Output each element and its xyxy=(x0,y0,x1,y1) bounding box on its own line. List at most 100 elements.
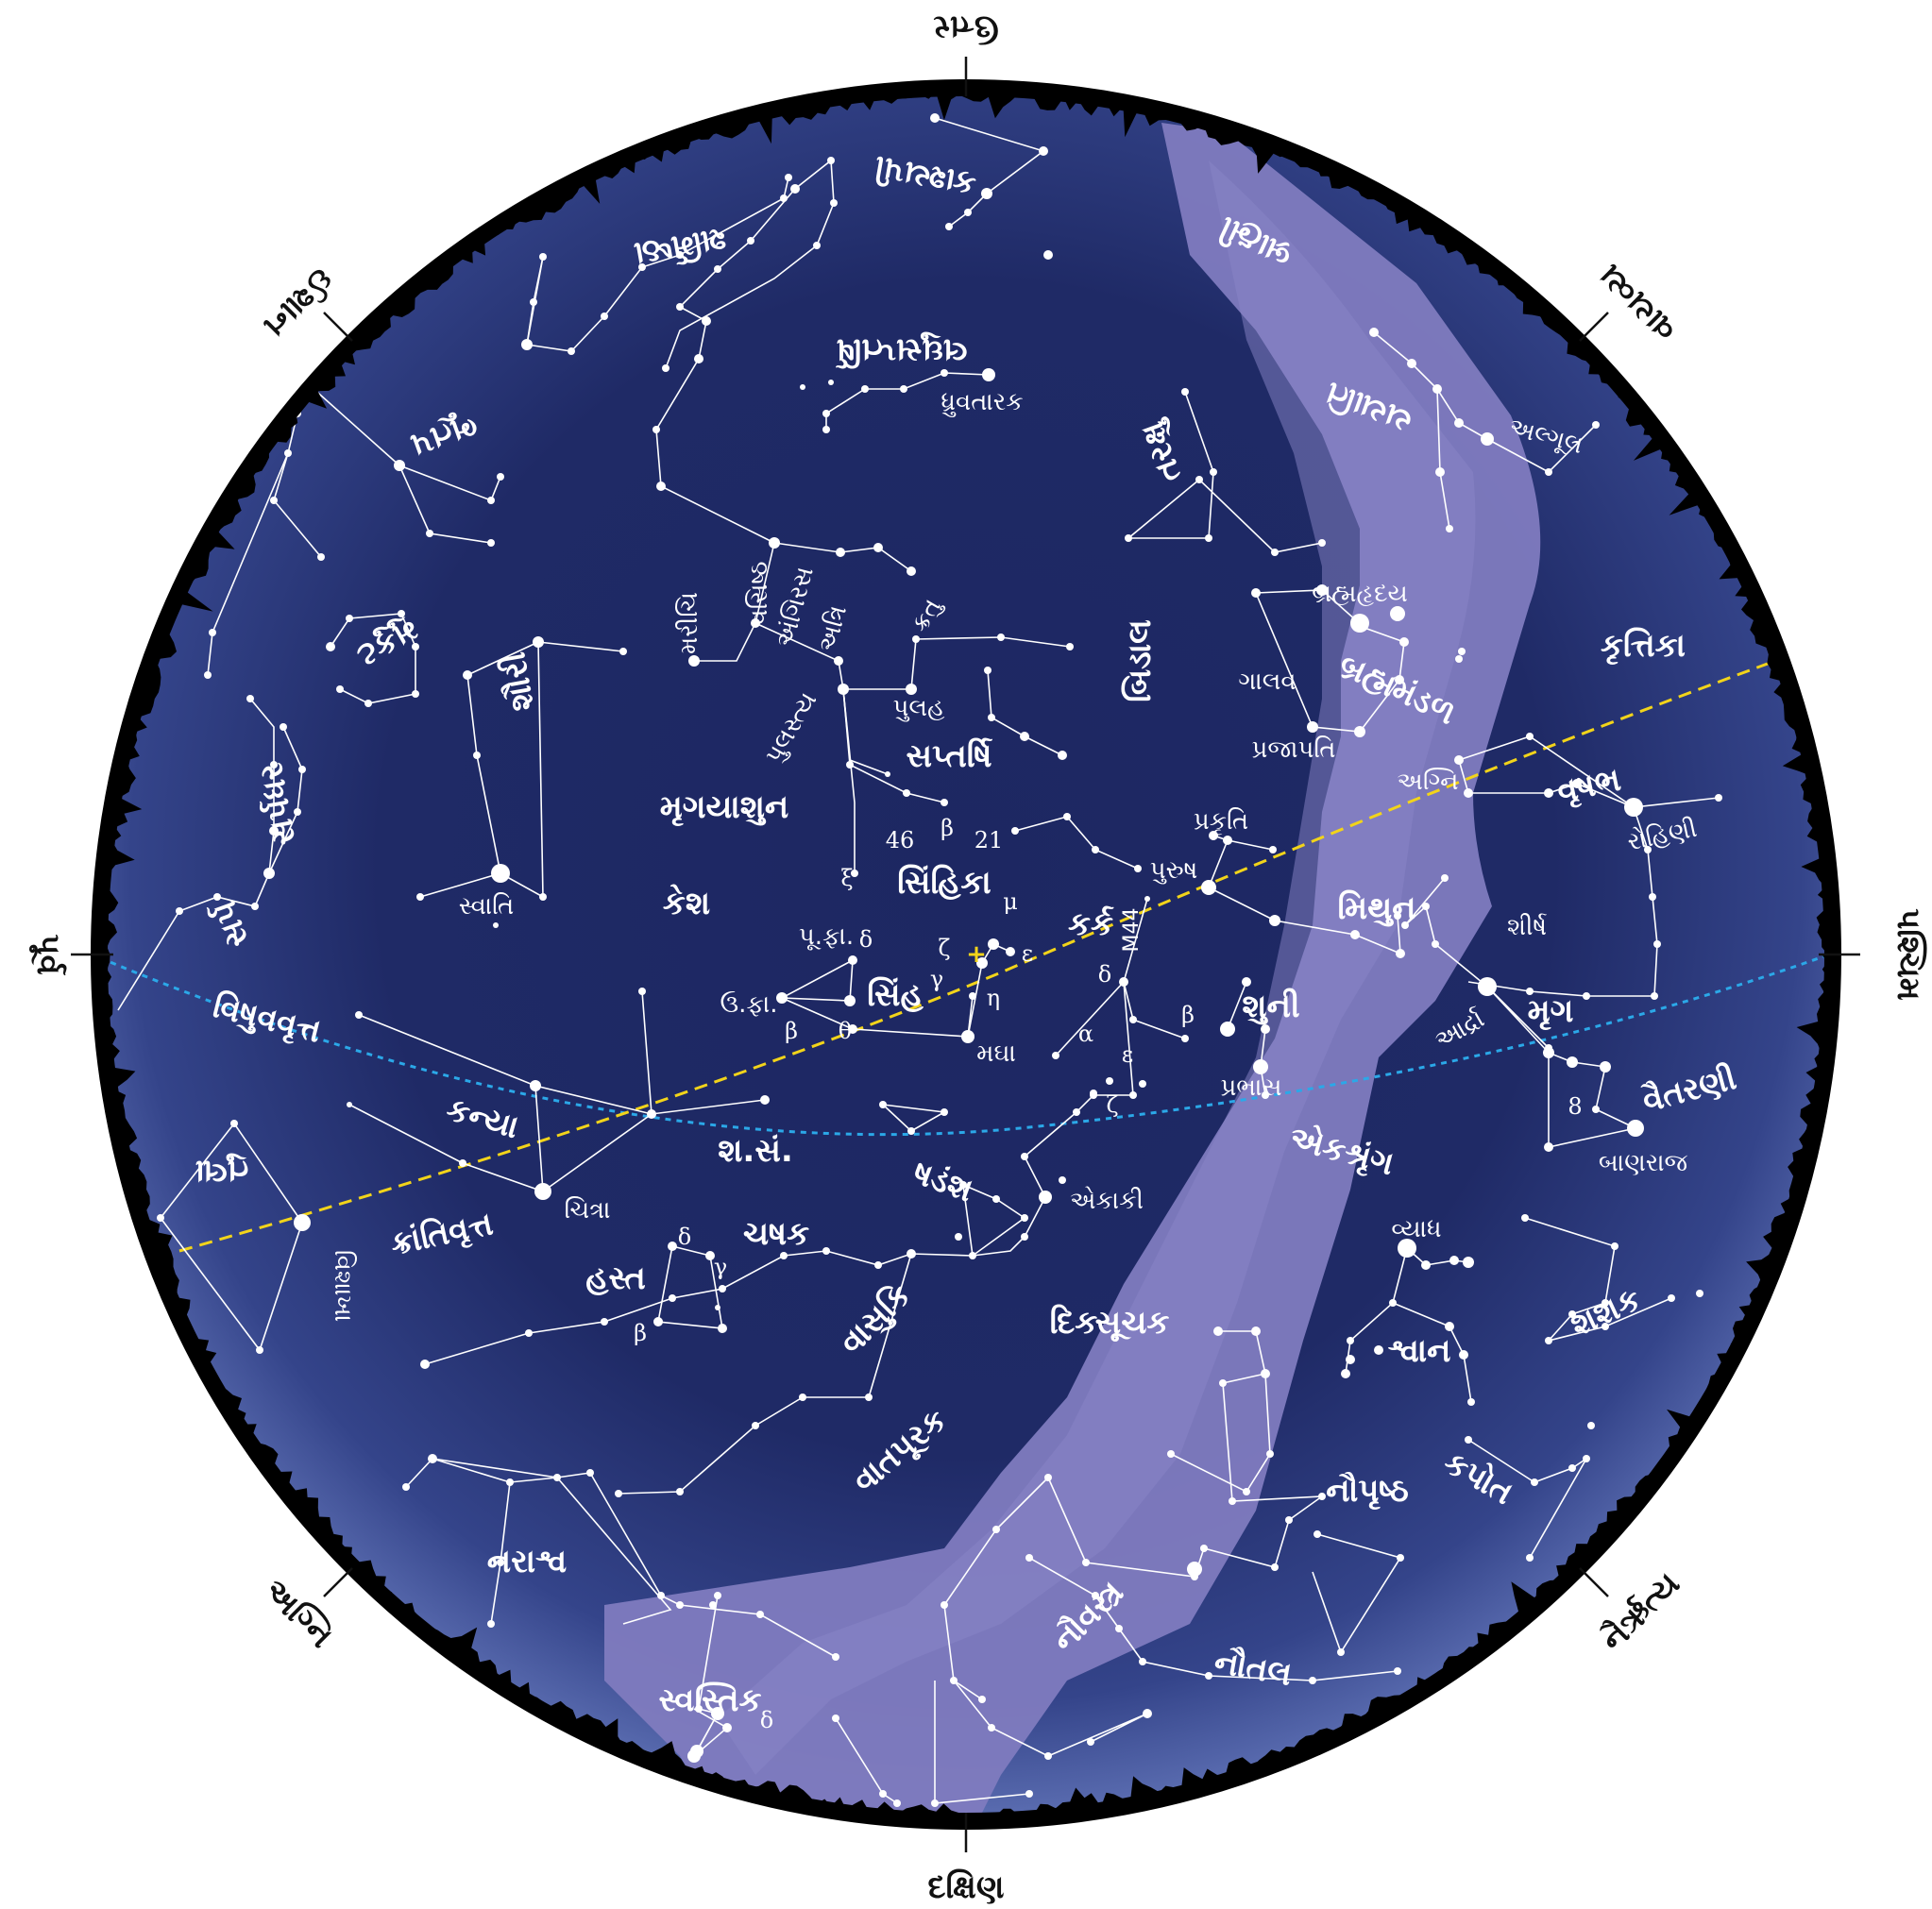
star xyxy=(657,1592,665,1599)
star xyxy=(769,537,780,549)
constellation-line xyxy=(773,542,912,572)
star xyxy=(1251,588,1261,598)
greek-gamma-leo: γ xyxy=(930,966,943,992)
star xyxy=(1205,1672,1212,1680)
star xyxy=(1044,1752,1052,1760)
star xyxy=(950,1677,958,1684)
star xyxy=(785,174,792,181)
star xyxy=(714,1592,721,1599)
constellation-line xyxy=(882,1104,947,1132)
star xyxy=(1021,1153,1028,1160)
star xyxy=(1465,1436,1472,1444)
star xyxy=(1611,1242,1618,1250)
constellation-line xyxy=(268,726,303,874)
star xyxy=(695,1705,703,1713)
constellation-line xyxy=(1170,1330,1271,1494)
star xyxy=(1526,733,1534,740)
star xyxy=(1389,1299,1397,1307)
star xyxy=(945,223,953,230)
star xyxy=(709,1601,717,1609)
star xyxy=(1337,1648,1345,1656)
star xyxy=(497,1559,504,1566)
label-dikshuchak: દિક્સૂચક xyxy=(1050,1304,1170,1343)
star xyxy=(619,648,627,655)
star xyxy=(506,1478,514,1486)
star xyxy=(1572,779,1582,788)
star xyxy=(336,685,344,693)
star xyxy=(941,369,948,377)
star xyxy=(1449,1256,1459,1265)
star xyxy=(347,1102,352,1107)
star xyxy=(1220,1022,1235,1037)
star xyxy=(688,655,700,667)
star xyxy=(213,893,221,901)
star xyxy=(1517,1752,1524,1760)
label-saptarshi: સપ્તર્ષિ xyxy=(907,737,993,775)
star xyxy=(394,460,405,471)
star xyxy=(879,1101,887,1108)
star xyxy=(1087,1738,1094,1746)
star xyxy=(1567,1056,1578,1068)
constellation-line xyxy=(1055,980,1186,1056)
star xyxy=(1052,1052,1059,1059)
star xyxy=(317,553,325,561)
constellation-line xyxy=(311,386,501,502)
star xyxy=(931,1799,939,1807)
constellation-line xyxy=(526,177,789,352)
star xyxy=(903,789,910,797)
star xyxy=(298,766,306,773)
star xyxy=(251,903,259,910)
star xyxy=(1397,1554,1404,1562)
star xyxy=(1600,1061,1611,1073)
label-sinhika: સિંહિકા xyxy=(897,864,991,902)
star xyxy=(1139,1080,1146,1088)
constellation-line xyxy=(1123,898,1148,983)
star xyxy=(982,368,995,381)
constellation-line xyxy=(694,542,775,662)
label-prabhas: પ્રભાસ xyxy=(1220,1073,1281,1102)
star xyxy=(861,385,869,393)
constellation-line xyxy=(1014,816,1139,870)
label-krutika: કૃત્તિકા xyxy=(1601,627,1686,665)
star xyxy=(978,1696,986,1703)
greek-delta-cru: δ xyxy=(760,1707,773,1733)
star xyxy=(873,543,883,552)
star xyxy=(1253,1059,1268,1074)
star xyxy=(780,194,788,202)
star xyxy=(662,364,669,372)
star xyxy=(1592,421,1600,429)
star xyxy=(534,1183,551,1200)
star xyxy=(969,1252,976,1259)
star xyxy=(364,700,372,707)
star xyxy=(1401,921,1409,929)
star xyxy=(959,1181,967,1189)
star xyxy=(1407,359,1416,368)
greek-zeta-hya: ζ xyxy=(1106,1091,1118,1118)
star xyxy=(497,473,504,481)
star xyxy=(1592,1106,1600,1113)
star xyxy=(416,893,424,901)
constellation-line xyxy=(249,698,275,765)
star xyxy=(652,426,660,433)
greek-delta-cnc: δ xyxy=(1098,961,1111,988)
greek-theta-leo: θ xyxy=(839,1018,852,1044)
star xyxy=(256,1346,263,1354)
star xyxy=(822,410,830,417)
star xyxy=(1066,643,1074,650)
star xyxy=(533,636,544,648)
star xyxy=(525,1329,533,1337)
star xyxy=(747,237,754,245)
star xyxy=(539,253,547,261)
star xyxy=(1316,584,1328,596)
label-u-fa: ઉ.ફા. xyxy=(720,990,777,1019)
star xyxy=(668,1242,677,1251)
compass-ticks xyxy=(71,57,1860,1852)
star xyxy=(1134,865,1142,872)
star xyxy=(1139,1658,1146,1665)
southwest-label: નૈર્ઋત્ય xyxy=(1593,1564,1687,1659)
star xyxy=(1545,1044,1552,1052)
star xyxy=(412,690,419,698)
star xyxy=(799,1394,806,1401)
label-brahmahruday: બ્રહ્મહૃદય xyxy=(1312,580,1408,608)
star xyxy=(615,1490,622,1497)
